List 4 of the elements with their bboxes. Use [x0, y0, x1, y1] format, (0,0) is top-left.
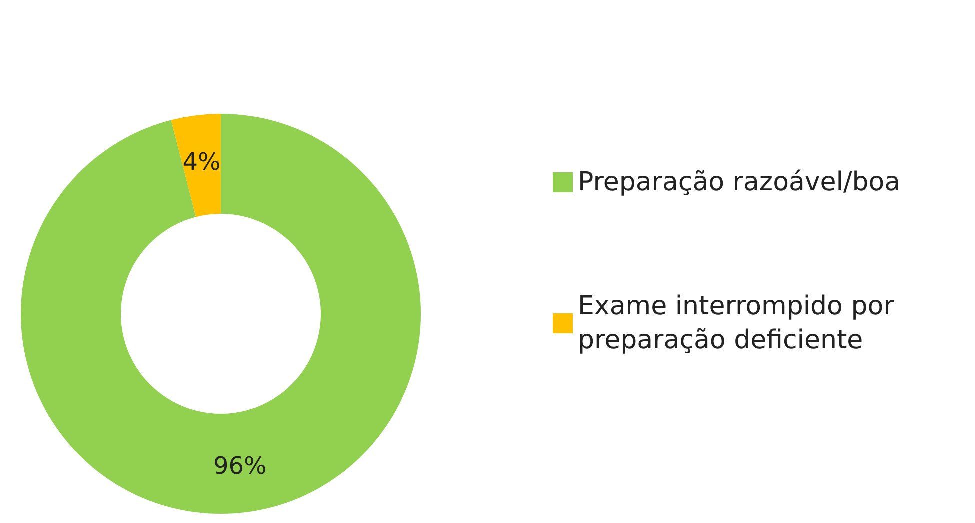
legend-label: Preparação razoável/boa: [578, 168, 901, 198]
legend-label: Exame interrompido por preparação deficiente: [578, 292, 903, 356]
data-label: 4%: [182, 148, 221, 176]
data-label: 96%: [214, 452, 267, 480]
